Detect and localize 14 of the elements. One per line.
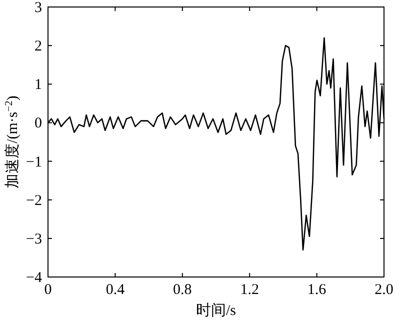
- y-tick-label: 3: [34, 0, 42, 16]
- y-tick-label: −4: [26, 270, 42, 286]
- x-tick-label: 2.0: [374, 282, 394, 298]
- x-tick-label: 1.6: [307, 282, 327, 298]
- y-tick-label: 2: [34, 38, 42, 55]
- x-tick-label: 0.8: [173, 282, 192, 298]
- y-tick-label: −3: [26, 231, 42, 248]
- x-tick-label: 1.2: [240, 282, 259, 298]
- y-tick-label: −1: [26, 154, 42, 170]
- y-tick-label: −2: [26, 192, 42, 209]
- x-tick-label: 0.4: [106, 282, 126, 298]
- y-tick-label: 1: [34, 77, 42, 94]
- x-axis-title: 时间/s: [196, 302, 236, 319]
- y-tick-label: 0: [34, 116, 42, 132]
